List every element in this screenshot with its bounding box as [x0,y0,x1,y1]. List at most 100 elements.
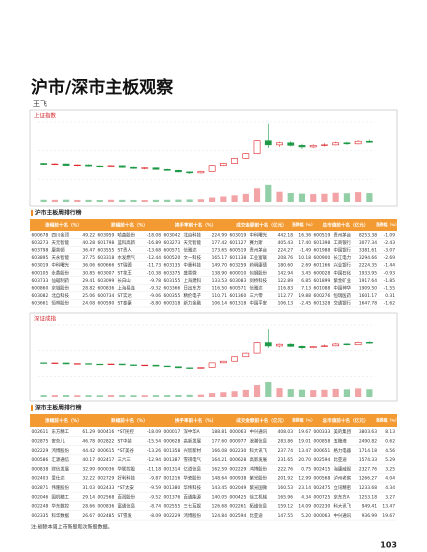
volume-bar [130,395,137,397]
volume-bar [220,392,227,397]
table-cell: 鸿博股份 [184,512,202,519]
table-cell: 001216 [164,476,181,482]
table-cell: -11.73 [147,263,161,269]
table-cell: 水发燃气 [118,254,136,261]
volume-bar [310,390,317,397]
table-header-cell: 涨跌幅（%） [292,418,315,423]
table-cell: 3294.66 [359,255,377,261]
table-cell: 2.69 [301,263,311,269]
table-cell: 立讯精密 [334,484,352,491]
table-cell: 600355 [164,293,181,299]
table-cell: -15.54 [147,438,161,444]
table-cell: 鸿博股份 [250,465,268,472]
table-cell: 1647.78 [359,301,377,307]
table-cell: 001387 [164,457,181,463]
table-cell: 149.70 [212,263,228,269]
table-cell: 精伦电子 [184,292,202,299]
table-title: 深市主板周排行榜 [35,404,82,412]
table-cell: 13.47 [382,504,395,510]
table-cell: 603019 [32,263,49,269]
table-cell: 4.56 [385,448,395,454]
table-cell: 中兴通讯 [334,512,352,519]
table-cell: -13.26 [147,448,161,454]
table-cell: -9.78 [150,278,162,284]
table-cell: 159.12 [278,504,294,510]
table-cell: 162.59 [212,466,228,472]
table-cell: 000333 [314,429,331,435]
table-cell: 122.89 [278,278,294,284]
table-cell: 40.28 [82,240,95,246]
table-cell: 伟隆股份 [52,484,70,491]
table-cell: 601798 [98,240,115,246]
table-cell: 160.53 [278,485,294,491]
table-header-cell: 涨跌幅（%） [376,418,399,423]
author: 王飞 [33,100,47,108]
table-cell: 包钢股份 [250,269,268,276]
table-cell: 000586 [32,457,49,463]
table-cell: 兴业银行 [334,262,352,269]
table-cell: ST中装 [118,437,133,444]
candle-body [208,165,216,172]
volume-bar [355,192,362,202]
table-cell: 173.65 [212,248,228,254]
table-cell: 三六零 [250,292,264,299]
table-cell: 001376 [164,494,181,500]
table-cell: 哈森股份 [118,231,136,238]
candle-body [73,363,81,365]
candle-body [51,163,59,165]
table-cell: 001358 [164,448,181,454]
table-cell: 1917.64 [359,278,377,284]
table-cell: 603019 [230,232,247,238]
table-cell: 信雅达 [250,285,264,292]
candle-body [321,345,328,347]
table-cell: 蓝科高新 [118,239,136,246]
table-cell: -11.18 [147,466,161,472]
volume-bar [96,395,103,397]
table-cell: 交通银行 [334,300,352,307]
volume-bar [51,395,58,397]
table-cell: 32.22 [82,476,95,482]
volume-bar [276,388,283,397]
table-cell: 3803.63 [359,429,377,435]
candle-body [231,158,238,164]
table-cell: -0.93 [384,270,396,276]
table-cell: 中国神华 [334,285,352,292]
table-cell: 1909.50 [359,286,377,292]
table-cell: 002822 [98,438,115,444]
table-cell: ST实达 [118,292,133,299]
volume-bar [85,395,92,397]
table-cell: 002403 [32,476,49,482]
table-cell: 20.70 [298,457,311,463]
table-cell: -9.52 [150,494,162,500]
table-cell: 1266.27 [359,476,377,482]
candle-body [208,362,216,368]
table-cell: 002415 [314,466,331,472]
table-cell: 002594 [314,457,331,463]
table-cell: 亿道信息 [184,465,202,472]
volume-bar [287,389,294,397]
table-cell: -2.43 [384,240,396,246]
table-cell: 29.41 [82,278,95,284]
volume-bar [164,199,171,202]
table-cell: 31.03 [82,485,95,491]
volume-bar [298,193,306,202]
candle-body [253,342,261,354]
candle-body [130,364,137,366]
table-cell: 13.47 [298,448,311,454]
volume-bar [74,395,81,397]
table-header-cell: 成交金额前十名（亿元） [236,222,287,229]
table-cell: 36.06 [82,263,95,269]
table-cell: 中国银行 [334,247,352,254]
table-cell: 000017 [164,429,181,435]
table-cell: 603318 [98,255,115,261]
candle-body [118,165,126,168]
table-cell: 49.22 [82,232,95,238]
table-cell: 深中华A [184,428,200,435]
table-header-cell: 成交金额前十名（亿元） [236,417,287,424]
table-cell: 徐工机械 [250,493,268,500]
table-cell: 224.27 [278,248,294,254]
table-cell: 601398 [314,240,331,246]
table-cell: 上海建科 [184,277,202,284]
candle-body [40,163,48,165]
table-cell: 601328 [314,301,331,307]
